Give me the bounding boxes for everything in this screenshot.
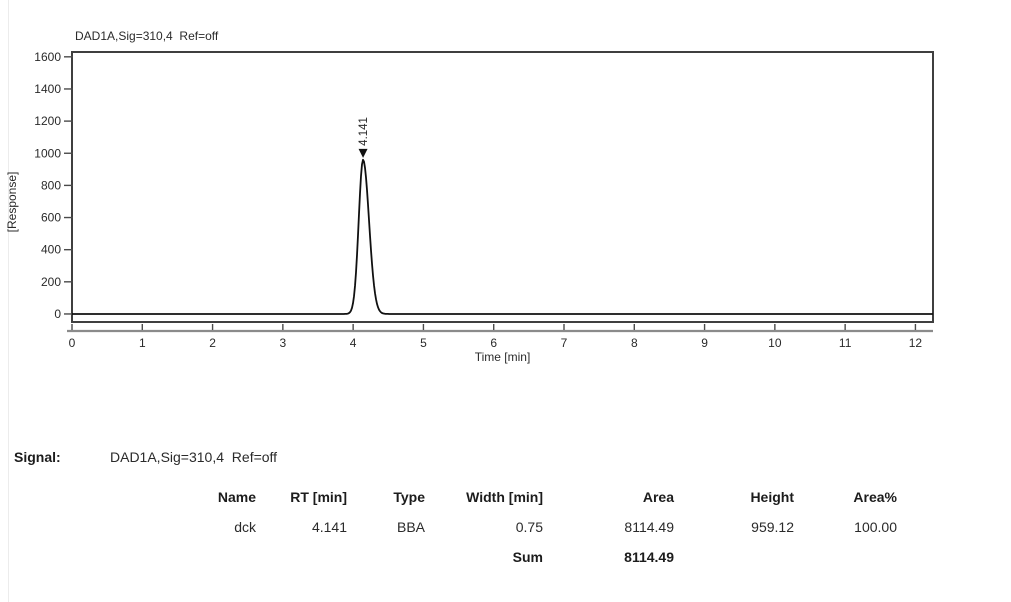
x-tick-label: 8 — [631, 336, 638, 350]
x-tick-label: 10 — [768, 336, 782, 350]
peak-width: 0.75 — [515, 519, 543, 535]
col-header-height: Height — [750, 489, 794, 505]
x-tick-label: 4 — [350, 336, 357, 350]
y-tick-label: 1200 — [34, 114, 61, 128]
plot-frame — [71, 51, 934, 323]
peak-rt: 4.141 — [311, 519, 347, 535]
signal-trace — [72, 158, 933, 315]
col-header-width: Width [min] — [466, 489, 543, 505]
scan-edge-artifact — [8, 0, 9, 602]
sum-row-spacer — [200, 542, 256, 572]
x-tick-label: 7 — [561, 336, 568, 350]
peak-table: Name RT [min] Type Width [min] Area Heig… — [200, 482, 897, 572]
x-axis-title: Time [min] — [475, 350, 531, 364]
x-tick-label: 3 — [280, 336, 287, 350]
col-header-type: Type — [393, 489, 425, 505]
x-tick-label: 11 — [839, 336, 852, 350]
col-header-rt: RT [min] — [290, 489, 347, 505]
sum-row-spacer — [347, 542, 425, 572]
y-axis-title: [Response] — [5, 172, 19, 233]
x-tick-label: 6 — [490, 336, 497, 350]
y-tick-label: 1400 — [34, 82, 61, 96]
signal-line: Signal: DAD1A,Sig=310,4 Ref=off — [14, 449, 277, 465]
y-tick-label: 1600 — [34, 50, 61, 64]
signal-label: Signal: — [14, 449, 61, 465]
signal-value: DAD1A,Sig=310,4 Ref=off — [110, 449, 278, 465]
y-tick-label: 600 — [41, 211, 61, 225]
sum-label: Sum — [512, 549, 543, 565]
peak-name: dck — [234, 519, 256, 535]
peak-type: BBA — [396, 519, 425, 535]
peak-area-pct: 100.00 — [854, 519, 897, 535]
sum-area: 8114.49 — [624, 549, 674, 565]
col-header-area: Area — [642, 489, 674, 505]
sum-row-spacer — [674, 542, 794, 572]
x-tick-label: 2 — [209, 336, 216, 350]
col-header-name: Name — [217, 489, 256, 505]
y-tick-label: 0 — [54, 307, 61, 321]
x-tick-label: 5 — [420, 336, 427, 350]
y-tick-label: 800 — [41, 178, 61, 192]
y-tick-label: 400 — [41, 243, 61, 257]
x-tick-label: 9 — [701, 336, 708, 350]
x-tick-label: 12 — [909, 336, 923, 350]
y-tick-label: 1000 — [34, 146, 61, 160]
x-tick-label: 1 — [139, 336, 146, 350]
y-tick-label: 200 — [41, 275, 61, 289]
peak-rt-label: 4.141 — [358, 117, 370, 146]
peak-marker-arrow-icon — [358, 148, 368, 158]
peak-height: 959.12 — [751, 519, 794, 535]
chart-title: DAD1A,Sig=310,4 Ref=off — [75, 29, 219, 43]
col-header-area-pct: Area% — [853, 489, 897, 505]
chromatogram-plot: DAD1A,Sig=310,4 Ref=off 0 200 400 600 800 1000… — [5, 29, 934, 364]
sum-row-spacer — [794, 542, 897, 572]
x-tick-label: 0 — [69, 336, 76, 350]
sum-row-spacer — [256, 542, 347, 572]
peak-area: 8114.49 — [624, 519, 674, 535]
